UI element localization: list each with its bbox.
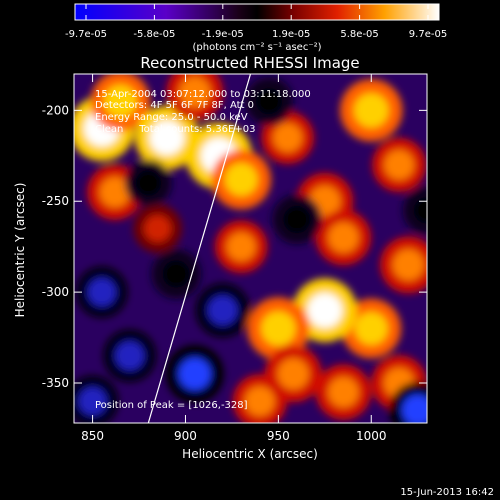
heatmap-blob-core: [307, 292, 343, 328]
heatmap-blob-core: [179, 76, 211, 108]
colorbar-tick-label: -9.7e-05: [65, 29, 107, 40]
heatmap-blob-core: [261, 311, 296, 346]
heatmap-blob-core: [392, 249, 425, 281]
y-axis-tick-labels: -200 -250 -300 -350: [42, 103, 69, 390]
heatmap-blob-core: [162, 260, 190, 288]
heatmap-blob-core: [87, 278, 116, 307]
footer-timestamp: 15-Jun-2013 16:42: [400, 487, 494, 498]
plot-frame: [73, 73, 428, 424]
x-tick-label: 950: [267, 429, 290, 443]
heatmap-blob-core: [328, 376, 359, 408]
heatmap-blob-core: [149, 120, 185, 156]
x-axis-label: Heliocentric X (arcsec): [182, 447, 318, 461]
colorbar-tick-label: 9.7e-05: [409, 29, 447, 40]
chart-title: Reconstructed RHESSI Image: [140, 54, 359, 72]
heatmap-blob-core: [354, 93, 389, 128]
y-tick-label: -200: [42, 103, 69, 117]
heatmap-blob-core: [135, 170, 162, 196]
x-tick-label: 1000: [356, 429, 387, 443]
x-axis-tick-labels: 850 900 950 1000: [81, 429, 386, 443]
heatmap-blob-core: [273, 123, 303, 153]
x-tick-label: 900: [174, 429, 197, 443]
colorbar-ticks: [85, 4, 429, 20]
annotation-clean: Clean Total counts: 5.36E+03: [95, 124, 255, 135]
x-tick-label: 850: [81, 429, 104, 443]
heatmap-blob-core: [178, 357, 211, 390]
y-tick-label: -250: [42, 194, 69, 208]
heatmap-blob-core: [224, 163, 258, 196]
colorbar-tick-label: 5.8e-05: [340, 29, 378, 40]
heatmap-blob-core: [283, 205, 311, 234]
heatmap-blob-core: [384, 150, 414, 180]
heatmap-blob-core: [244, 386, 275, 417]
y-tick-label: -300: [42, 285, 69, 299]
heatmap-blob-core: [115, 341, 145, 371]
y-axis-ticks: [74, 109, 427, 384]
heatmap-blob-core: [104, 84, 137, 118]
y-tick-label: -350: [42, 376, 69, 390]
heatmap-blob-core: [78, 387, 107, 416]
heatmap-blob-core: [99, 176, 131, 208]
heatmap-blob-core: [328, 222, 359, 253]
y-axis-label: Heliocentric Y (arcsec): [13, 183, 27, 318]
annotation-energy: Energy Range: 25.0 - 50.0 keV: [95, 112, 248, 123]
heatmap-blob-core: [226, 232, 256, 262]
heatmap-blob-core: [255, 87, 283, 115]
colorbar-tick-label: -1.9e-05: [202, 29, 244, 40]
x-axis-ticks: [92, 74, 372, 423]
colorbar-tick-label: 1.9e-05: [272, 29, 310, 40]
colorbar-tick-labels: -9.7e-05 -5.8e-05 -1.9e-05 1.9e-05 5.8e-05 9.…: [65, 29, 447, 40]
annotation-peak-position: Position of Peak = [1026,-328]: [95, 400, 248, 411]
heatmap-blob-core: [413, 197, 427, 224]
heatmap-blob-core: [207, 295, 238, 326]
colorbar: [74, 3, 440, 21]
heatmap-blob-core: [354, 312, 388, 345]
annotation-detectors: Detectors: 4F 5F 6F 7F 8F, Att 0: [95, 100, 254, 111]
solar-limb-line: [147, 74, 252, 423]
colorbar-unit-label: (photons cm⁻² s⁻¹ asec⁻²): [192, 42, 321, 53]
heatmap-blob-core: [277, 358, 309, 390]
annotation-time-range: 15-Apr-2004 03:07:12.000 to 03:11:18.000: [95, 89, 311, 100]
colorbar-tick-label: -5.8e-05: [133, 29, 175, 40]
heatmap-blob-core: [402, 394, 427, 423]
heatmap-blob-core: [144, 215, 171, 242]
